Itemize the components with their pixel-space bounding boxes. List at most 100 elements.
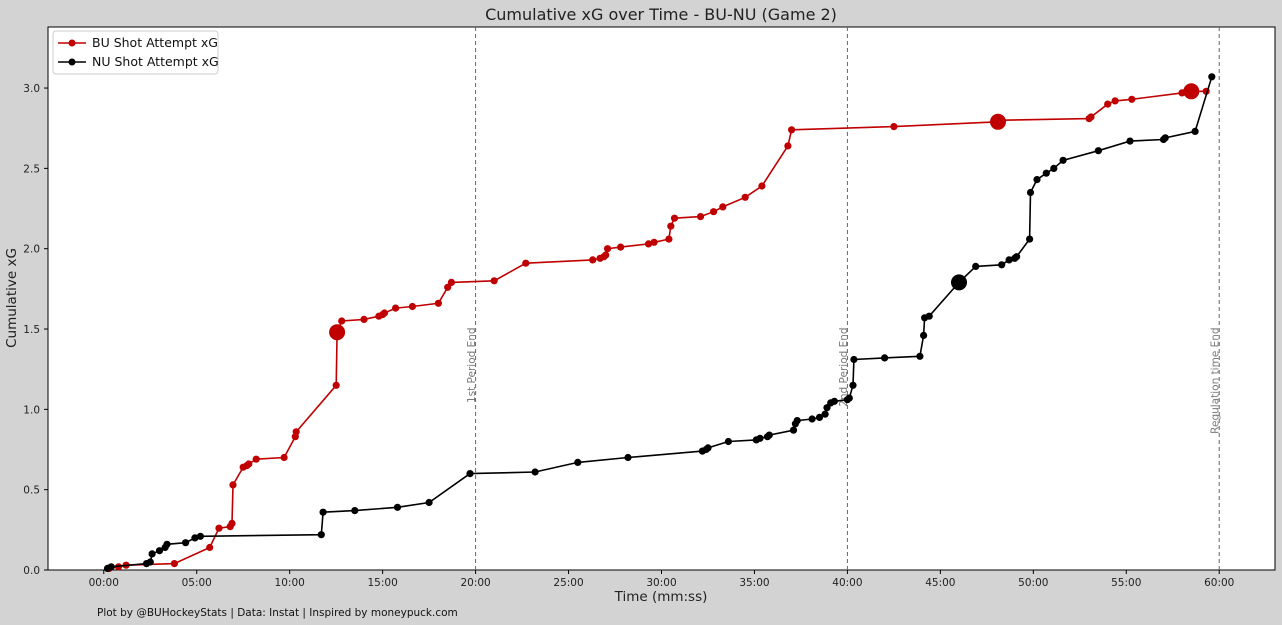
x-tick-label: 40:00 (832, 577, 862, 589)
shot-marker (466, 470, 474, 478)
shot-marker (1087, 113, 1095, 121)
y-tick-label: 0.5 (23, 485, 40, 497)
shot-marker (490, 277, 498, 285)
shot-marker (719, 203, 727, 211)
shot-marker (665, 235, 673, 243)
legend-label-bu: BU Shot Attempt xG (92, 35, 218, 50)
shot-marker (332, 381, 340, 389)
shot-marker (604, 245, 612, 253)
x-tick-label: 55:00 (1111, 577, 1141, 589)
footer-credit: Plot by @BUHockeyStats | Data: Instat | … (97, 607, 458, 619)
y-tick-label: 2.5 (23, 163, 40, 175)
legend: BU Shot Attempt xG NU Shot Attempt xG (52, 30, 219, 75)
shot-marker (1026, 188, 1035, 197)
shot-marker (196, 532, 204, 540)
shot-marker (146, 558, 154, 566)
shot-marker (1026, 235, 1034, 243)
shot-marker (408, 302, 416, 311)
shot-marker (830, 397, 839, 405)
shot-marker (704, 444, 712, 452)
shot-marker (228, 519, 236, 528)
shot-marker (574, 458, 582, 466)
shot-marker (845, 394, 853, 402)
shot-marker (107, 563, 115, 571)
x-tick-label: 30:00 (646, 577, 676, 589)
shot-marker (351, 507, 359, 515)
shot-marker (696, 213, 705, 221)
shot-marker (392, 304, 400, 312)
x-axis-label: Time (mm:ss) (614, 589, 708, 605)
legend-marker-bu (68, 39, 76, 47)
shot-marker (589, 256, 597, 264)
shot-marker (624, 453, 632, 462)
shot-marker (710, 208, 718, 216)
shot-marker (280, 453, 288, 462)
shot-marker (890, 123, 898, 131)
shot-marker (756, 434, 764, 442)
shot-marker (155, 547, 164, 555)
shot-marker (380, 309, 389, 317)
period-line-label: 2nd Period End (838, 327, 850, 406)
x-tick-label: 35:00 (739, 577, 769, 589)
shot-marker (1191, 127, 1199, 135)
x-tick-label: 50:00 (1018, 577, 1048, 589)
y-tick-label: 1.5 (23, 324, 40, 336)
shot-marker (1033, 176, 1041, 184)
shot-marker (821, 410, 829, 418)
shot-marker (920, 331, 928, 339)
y-tick-label: 0.0 (23, 565, 40, 577)
shot-marker (1042, 169, 1050, 177)
shot-marker (434, 299, 442, 307)
shot-marker (765, 431, 773, 439)
shot-marker (850, 355, 858, 364)
shot-marker (881, 354, 889, 362)
x-tick-label: 00:00 (89, 577, 119, 589)
legend-marker-nu (68, 58, 76, 66)
shot-marker (670, 214, 679, 222)
shot-marker (338, 317, 346, 325)
x-tick-label: 20:00 (460, 577, 490, 589)
y-axis-label: Cumulative xG (4, 248, 20, 348)
shot-marker (425, 498, 433, 507)
shot-marker (163, 540, 171, 548)
shot-marker (849, 381, 857, 389)
legend-label-nu: NU Shot Attempt xG (92, 54, 219, 69)
x-tick-label: 45:00 (925, 577, 955, 589)
shot-marker (998, 116, 1006, 124)
shot-marker (1013, 253, 1021, 261)
shot-marker (667, 222, 675, 230)
goal-marker (329, 324, 346, 341)
shot-marker (758, 182, 766, 190)
shot-marker (1059, 156, 1067, 164)
shot-marker (170, 560, 178, 568)
shot-marker (644, 240, 653, 248)
shot-marker (245, 460, 253, 468)
shot-marker (784, 142, 792, 150)
shot-marker (793, 417, 801, 425)
y-tick-label: 1.0 (23, 404, 40, 416)
shot-marker (191, 534, 199, 542)
shot-marker (1005, 256, 1013, 264)
x-axis: 00:00 05:00 10:00 15:00 20:00 25:00 30:00 35:00… (89, 570, 1234, 589)
period-line-label: Regulation time End (1210, 327, 1222, 433)
shot-marker (1111, 97, 1119, 105)
x-tick-label: 25:00 (553, 577, 583, 589)
shot-marker (1050, 164, 1058, 172)
shot-marker (1126, 137, 1134, 145)
shot-marker (602, 251, 610, 259)
shot-marker (650, 238, 658, 246)
shot-marker (292, 428, 300, 436)
shot-marker (522, 259, 530, 267)
chart-title: Cumulative xG over Time - BU-NU (Game 2) (485, 5, 837, 24)
shot-marker (1128, 95, 1136, 103)
shot-marker (789, 426, 798, 434)
shot-marker (447, 278, 455, 286)
shot-marker (1094, 147, 1102, 155)
shot-marker (925, 312, 933, 320)
shot-marker (788, 126, 796, 134)
shot-marker (1104, 100, 1112, 108)
goal-marker (1183, 83, 1200, 100)
shot-marker (229, 481, 237, 489)
shot-marker (998, 261, 1006, 269)
plot-area (47, 26, 1276, 571)
